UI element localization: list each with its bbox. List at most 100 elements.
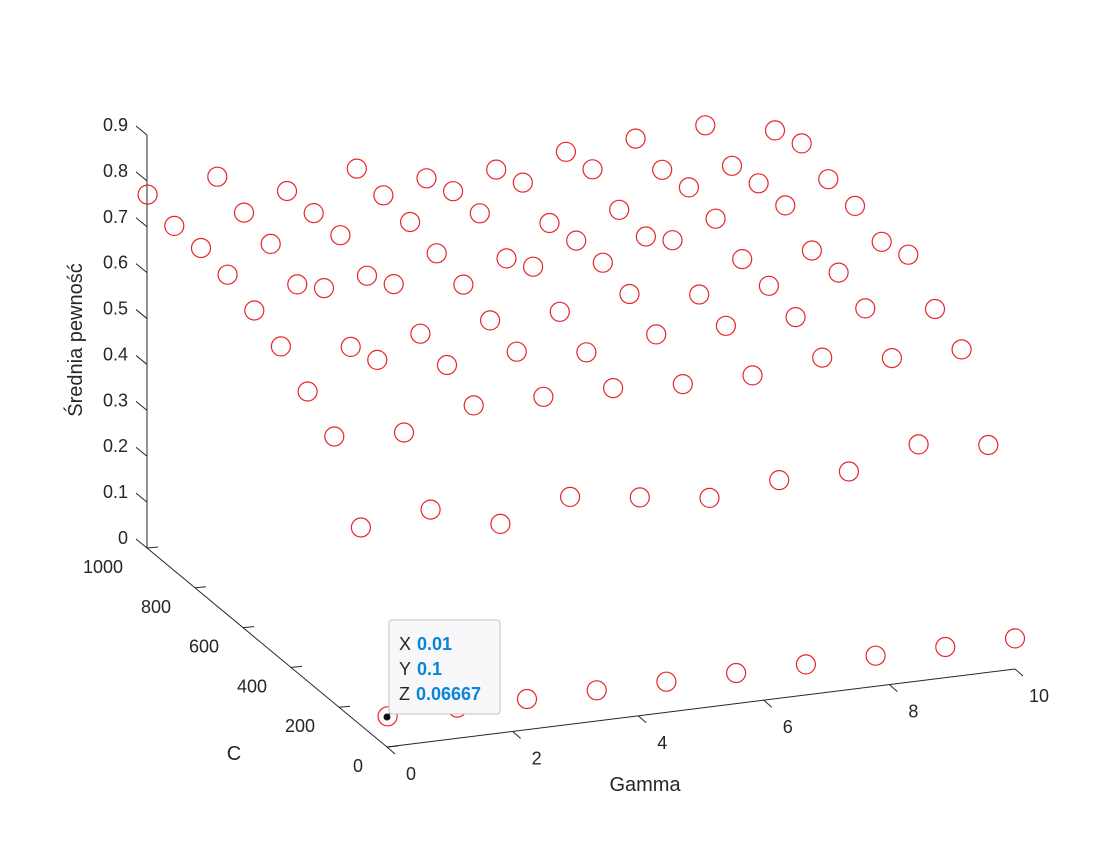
- data-point[interactable]: [1004, 628, 1026, 649]
- data-point[interactable]: [276, 180, 298, 202]
- data-point[interactable]: [287, 274, 308, 295]
- data-point[interactable]: [951, 339, 972, 360]
- data-point[interactable]: [898, 244, 919, 265]
- data-point[interactable]: [705, 208, 726, 229]
- data-point[interactable]: [828, 262, 849, 283]
- data-point[interactable]: [871, 231, 892, 252]
- data-point[interactable]: [373, 185, 394, 206]
- data-point[interactable]: [576, 342, 597, 363]
- data-point[interactable]: [764, 120, 786, 141]
- data-point[interactable]: [559, 486, 581, 507]
- data-point[interactable]: [533, 386, 554, 407]
- data-point[interactable]: [791, 133, 812, 154]
- data-point[interactable]: [855, 298, 876, 319]
- data-point[interactable]: [490, 513, 511, 535]
- data-point[interactable]: [812, 347, 833, 368]
- data-point[interactable]: [443, 181, 464, 202]
- data-point[interactable]: [695, 115, 716, 136]
- data-point[interactable]: [270, 336, 291, 357]
- data-point[interactable]: [420, 499, 441, 520]
- data-point[interactable]: [652, 159, 673, 180]
- data-point[interactable]: [582, 159, 603, 180]
- data-point[interactable]: [469, 203, 490, 224]
- data-point[interactable]: [566, 230, 587, 251]
- data-point[interactable]: [506, 341, 527, 362]
- data-point[interactable]: [672, 374, 693, 395]
- data-point[interactable]: [742, 365, 763, 386]
- data-point[interactable]: [555, 141, 577, 162]
- data-point[interactable]: [400, 211, 421, 233]
- data-point[interactable]: [865, 645, 886, 666]
- data-point[interactable]: [758, 275, 780, 296]
- data-point[interactable]: [721, 155, 743, 176]
- data-point[interactable]: [715, 315, 737, 336]
- data-point[interactable]: [646, 324, 667, 345]
- data-point[interactable]: [748, 173, 769, 194]
- data-point[interactable]: [785, 307, 806, 328]
- data-point[interactable]: [164, 215, 185, 236]
- data-point[interactable]: [313, 278, 335, 299]
- data-point[interactable]: [586, 680, 607, 701]
- data-point[interactable]: [297, 381, 318, 402]
- data-point[interactable]: [592, 252, 613, 273]
- data-point[interactable]: [539, 212, 560, 234]
- data-point[interactable]: [978, 434, 999, 456]
- data-point[interactable]: [480, 310, 501, 331]
- data-point[interactable]: [935, 636, 956, 658]
- data-point[interactable]: [436, 354, 458, 376]
- data-point[interactable]: [512, 172, 533, 193]
- data-point[interactable]: [356, 265, 378, 286]
- data-point[interactable]: [844, 195, 866, 216]
- data-point[interactable]: [656, 671, 677, 692]
- data-point[interactable]: [635, 226, 657, 247]
- data-point[interactable]: [908, 434, 929, 455]
- data-point[interactable]: [609, 199, 630, 220]
- data-point[interactable]: [233, 202, 255, 223]
- data-point[interactable]: [410, 323, 431, 344]
- data-point[interactable]: [377, 706, 398, 727]
- data-point[interactable]: [190, 237, 212, 259]
- data-point[interactable]: [522, 256, 544, 277]
- data-point[interactable]: [801, 240, 823, 261]
- data-point[interactable]: [838, 461, 860, 482]
- data-point[interactable]: [795, 654, 817, 675]
- data-point[interactable]: [881, 348, 903, 369]
- data-point[interactable]: [463, 395, 484, 416]
- data-point[interactable]: [629, 487, 650, 508]
- data-point[interactable]: [217, 264, 238, 285]
- data-point[interactable]: [244, 300, 265, 321]
- data-point[interactable]: [416, 168, 437, 189]
- data-point[interactable]: [699, 487, 720, 508]
- data-point[interactable]: [662, 230, 683, 251]
- data-point[interactable]: [619, 283, 640, 305]
- data-point[interactable]: [625, 128, 646, 149]
- data-point[interactable]: [725, 662, 747, 684]
- data-point[interactable]: [393, 422, 415, 443]
- data-point[interactable]: [732, 249, 753, 270]
- data-point[interactable]: [303, 203, 324, 224]
- data-point[interactable]: [775, 195, 796, 216]
- data-point[interactable]: [383, 274, 404, 295]
- data-point[interactable]: [924, 298, 946, 320]
- data-point[interactable]: [426, 243, 447, 264]
- data-point[interactable]: [207, 166, 228, 187]
- data-point[interactable]: [137, 184, 158, 205]
- data-point[interactable]: [549, 301, 570, 322]
- data-point[interactable]: [324, 426, 345, 447]
- data-point[interactable]: [486, 159, 507, 180]
- data-point[interactable]: [602, 378, 624, 399]
- data-point[interactable]: [689, 284, 710, 305]
- data-point[interactable]: [769, 470, 790, 491]
- data-point[interactable]: [678, 177, 700, 198]
- data-point[interactable]: [453, 274, 474, 295]
- data-point[interactable]: [350, 517, 371, 538]
- data-point[interactable]: [346, 158, 367, 179]
- data-point[interactable]: [818, 169, 839, 190]
- data-point[interactable]: [367, 349, 388, 370]
- data-tip[interactable]: X 0.01 Y 0.1 Z 0.06667: [383, 619, 501, 721]
- data-point[interactable]: [516, 688, 538, 710]
- data-point[interactable]: [496, 248, 517, 269]
- data-point[interactable]: [330, 225, 351, 246]
- data-point[interactable]: [260, 233, 281, 254]
